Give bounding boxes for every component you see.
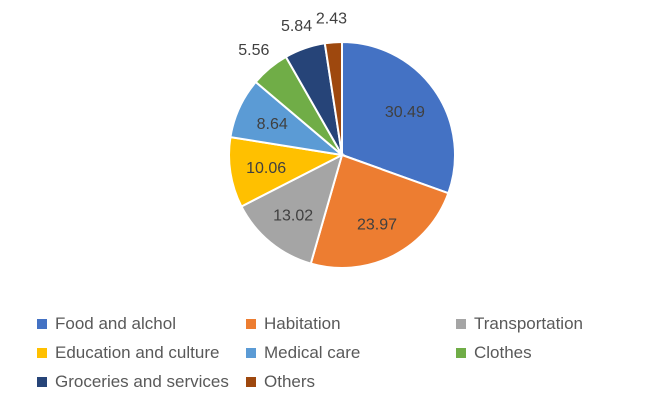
legend-label: Others xyxy=(264,372,316,391)
legend-swatch xyxy=(246,319,256,329)
legend-label: Education and culture xyxy=(55,343,220,362)
legend-swatch xyxy=(246,377,256,387)
data-label: 5.56 xyxy=(238,42,269,59)
data-label: 30.49 xyxy=(385,104,425,121)
legend-label: Food and alchol xyxy=(55,314,176,333)
legend-label: Medical care xyxy=(264,343,361,362)
pie-slice-food-and-alchol xyxy=(341,40,456,195)
legend-swatch xyxy=(37,319,47,329)
legend-item: Others xyxy=(246,372,315,392)
data-label: 13.02 xyxy=(273,207,313,224)
data-label: 8.64 xyxy=(257,116,288,133)
legend-item: Food and alchol xyxy=(37,314,176,334)
legend-swatch xyxy=(37,348,47,358)
pie-slice-others xyxy=(323,40,343,156)
legend-item: Medical care xyxy=(246,343,360,363)
legend-label: Clothes xyxy=(474,343,532,362)
legend-item: Clothes xyxy=(456,343,532,363)
legend-item: Groceries and services xyxy=(37,372,229,392)
legend-swatch xyxy=(246,348,256,358)
data-label: 23.97 xyxy=(357,216,397,233)
legend-label: Habitation xyxy=(264,314,341,333)
data-label: 10.06 xyxy=(246,160,286,177)
legend-label: Groceries and services xyxy=(55,372,229,391)
legend-label: Transportation xyxy=(474,314,583,333)
legend-swatch xyxy=(37,377,47,387)
legend-item: Transportation xyxy=(456,314,583,334)
pie-chart: 30.49 23.97 13.02 10.06 8.64 5.56 5.84 2.43 xyxy=(228,11,456,269)
legend-item: Habitation xyxy=(246,314,341,334)
pie-slice-education-and-culture xyxy=(228,135,346,208)
legend-swatch xyxy=(456,348,466,358)
data-label: 2.43 xyxy=(316,11,347,28)
pie-slice-habitation xyxy=(309,153,450,269)
legend-swatch xyxy=(456,319,466,329)
data-label: 5.84 xyxy=(281,18,312,35)
pie-slice-transportation xyxy=(240,153,344,265)
legend-item: Education and culture xyxy=(37,343,219,363)
